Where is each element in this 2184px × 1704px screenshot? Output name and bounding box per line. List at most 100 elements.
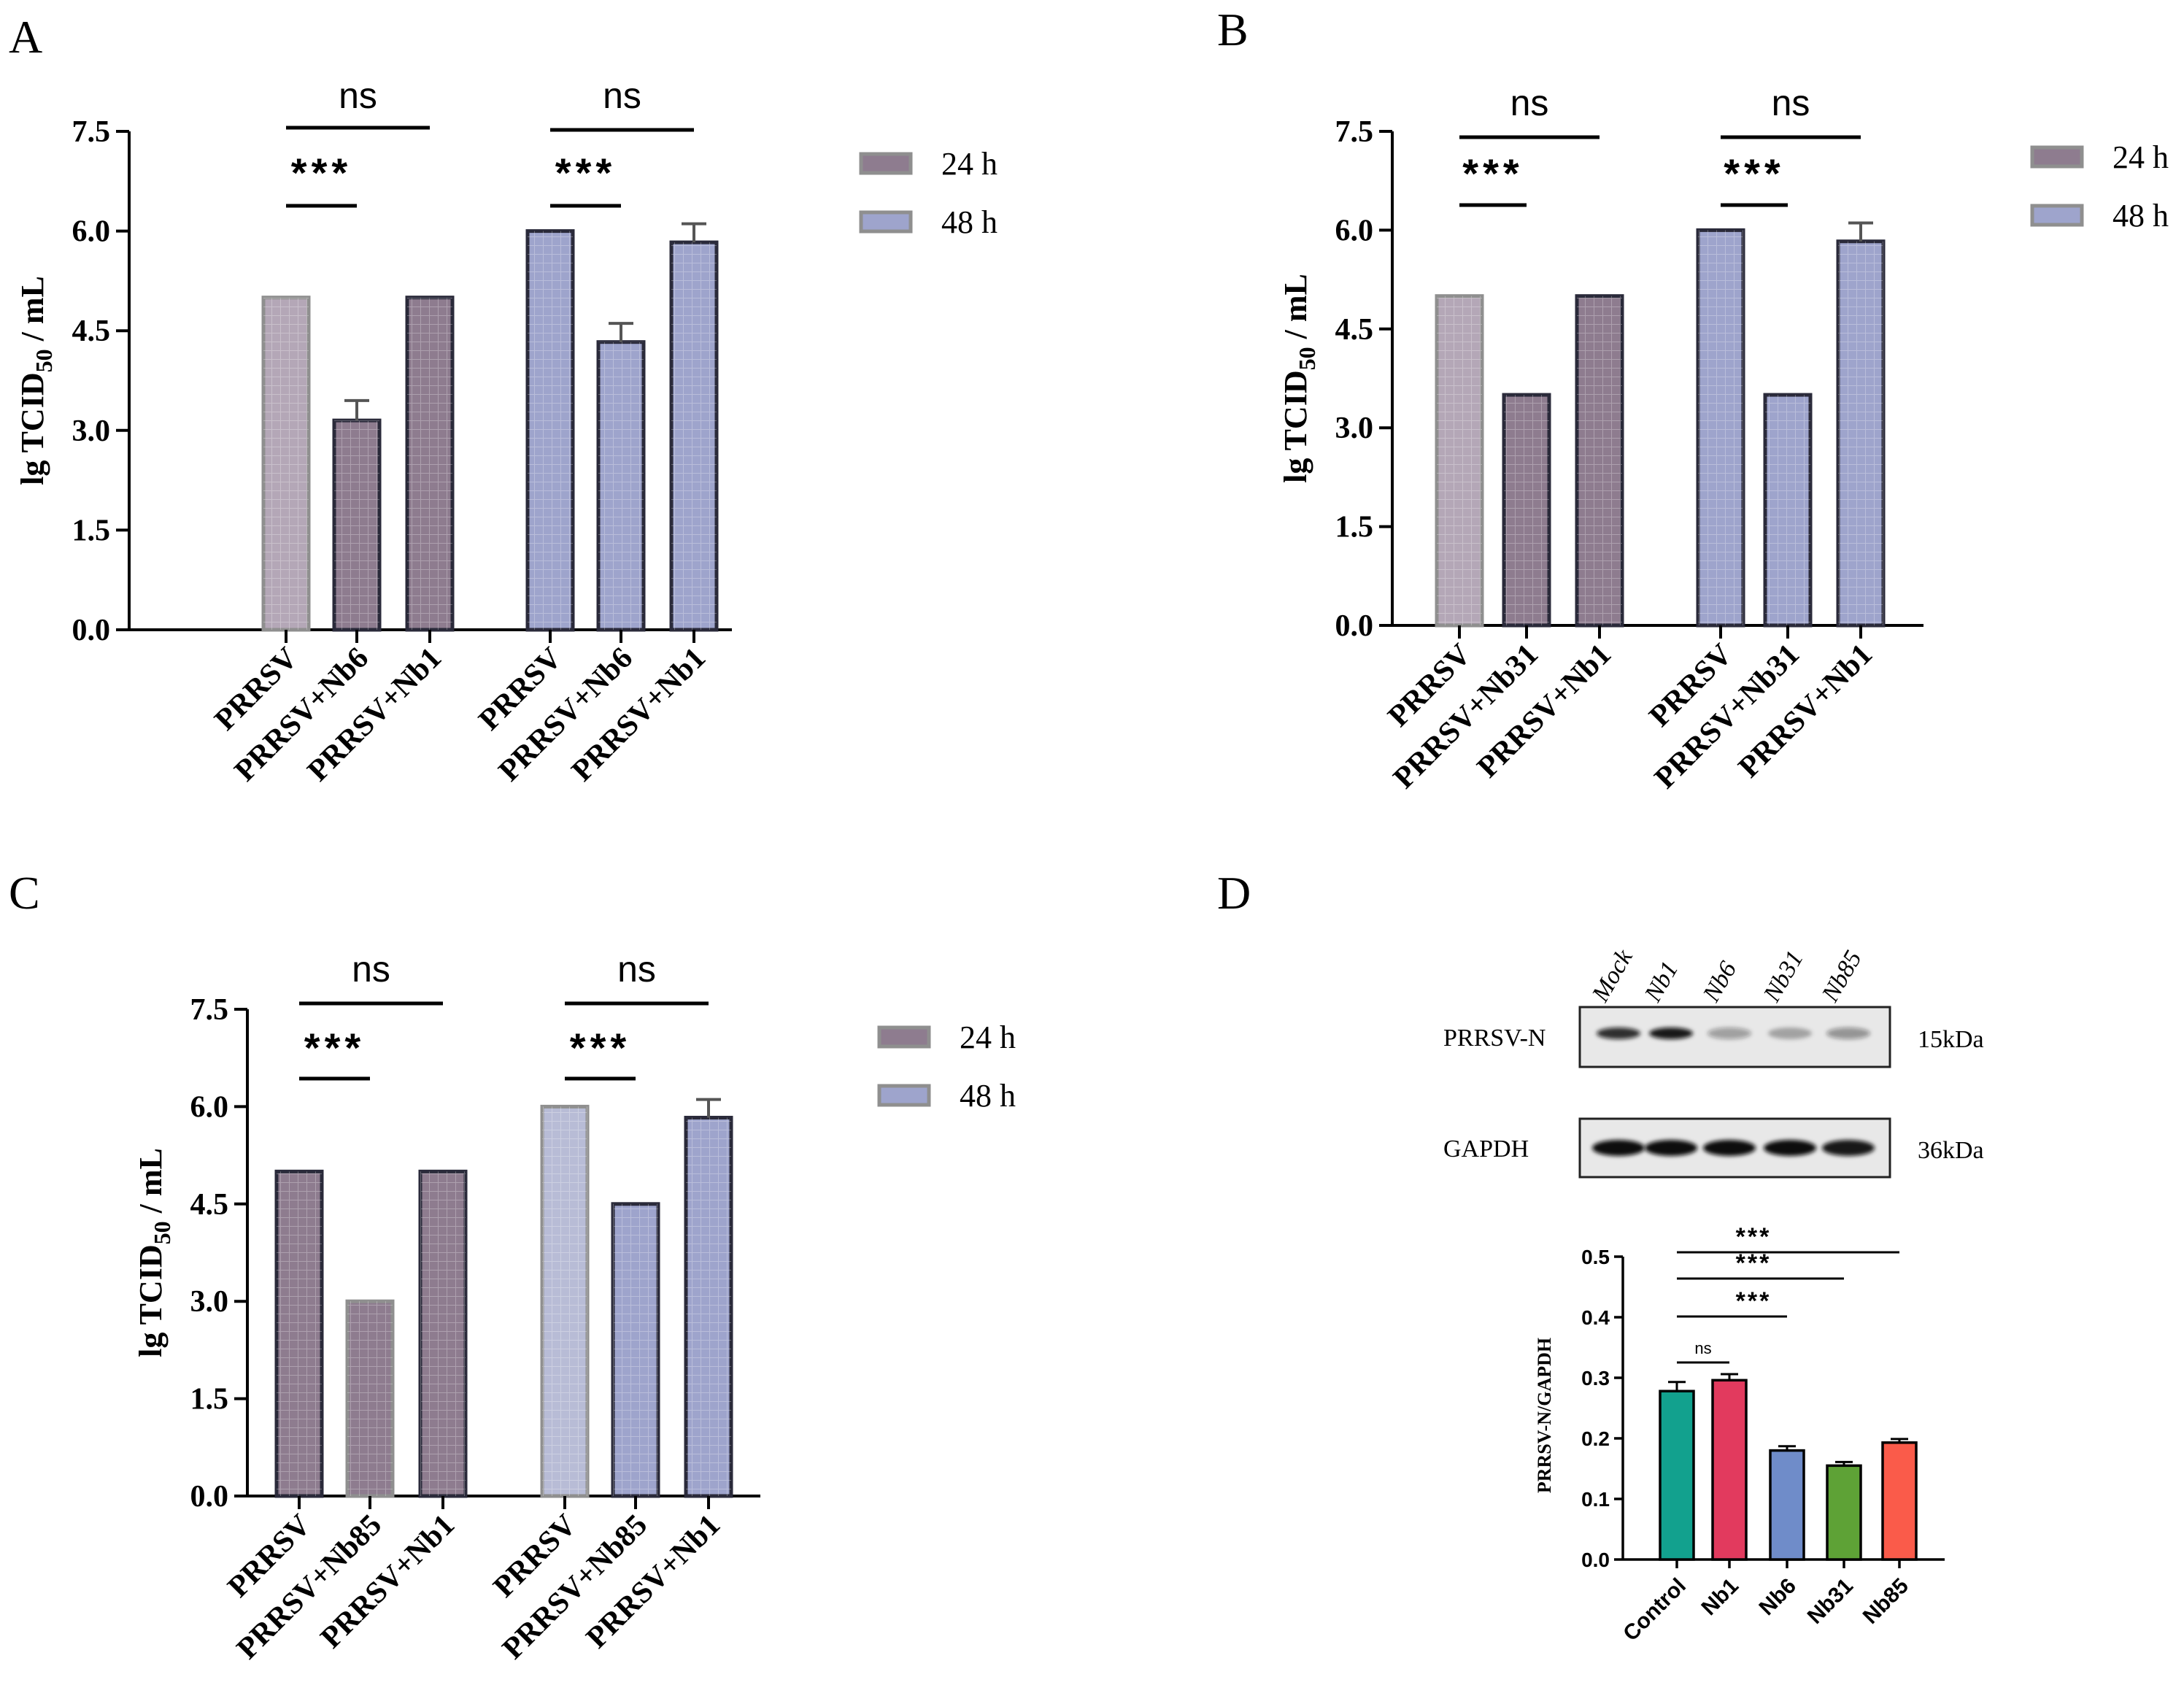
x-tick-label: Nb85 bbox=[1859, 1574, 1913, 1629]
panel-letter-b: B bbox=[1217, 4, 1249, 55]
legend-swatch-24h bbox=[2030, 145, 2084, 169]
significance-label-stars: *** bbox=[291, 150, 352, 196]
legend-label-24h: 24 h bbox=[941, 146, 998, 182]
blot-size-label: 36kDa bbox=[1918, 1137, 1984, 1164]
legend-swatch-48h bbox=[877, 1084, 931, 1107]
blot-lane-label: Mock bbox=[1586, 944, 1638, 1007]
bar-texture bbox=[1577, 296, 1622, 625]
y-axis-label-subscript: 50 bbox=[31, 349, 57, 372]
blot-lane-label: Nb6 bbox=[1697, 957, 1742, 1006]
y-tick-label: 0.1 bbox=[1581, 1488, 1610, 1511]
blot-band bbox=[1826, 1028, 1870, 1039]
blot-band bbox=[1764, 1140, 1816, 1156]
y-tick-label: 7.5 bbox=[1335, 115, 1374, 149]
y-axis-label-unit: / mL bbox=[1278, 274, 1313, 347]
y-axis-label-subscript: 50 bbox=[1294, 347, 1320, 370]
blot-lane-label: Nb1 bbox=[1639, 957, 1683, 1006]
y-tick-label: 7.5 bbox=[190, 993, 229, 1027]
significance-label-stars: *** bbox=[1736, 1223, 1772, 1251]
y-tick-label: 3.0 bbox=[72, 415, 111, 448]
bar-texture bbox=[1437, 296, 1482, 625]
y-tick-label: 0.0 bbox=[1581, 1549, 1610, 1571]
blot-band bbox=[1592, 1140, 1645, 1156]
bar-texture bbox=[542, 1106, 587, 1496]
bar bbox=[1659, 1389, 1695, 1561]
y-axis-label: PRRSV-N/GAPDH bbox=[1534, 1338, 1555, 1493]
x-tick-label: Control bbox=[1618, 1574, 1691, 1646]
blot-row-label: PRRSV-N bbox=[1443, 1025, 1546, 1052]
y-axis-label-subscript: 50 bbox=[149, 1221, 175, 1244]
significance-label-stars: *** bbox=[1736, 1287, 1772, 1315]
significance-label-ns: ns bbox=[1510, 82, 1549, 123]
y-tick-label: 1.5 bbox=[190, 1383, 229, 1416]
x-tick-label: Nb6 bbox=[1755, 1574, 1801, 1620]
legend-label-48h: 48 h bbox=[960, 1078, 1016, 1114]
y-tick-label: 0.0 bbox=[1335, 609, 1374, 643]
y-tick-label: 0.0 bbox=[72, 614, 111, 647]
y-tick-label: 4.5 bbox=[1335, 313, 1374, 347]
y-tick-label: 3.0 bbox=[1335, 412, 1374, 445]
bar bbox=[1769, 1449, 1805, 1561]
bar bbox=[1826, 1464, 1862, 1561]
bar bbox=[1711, 1379, 1748, 1561]
blot-band bbox=[1649, 1028, 1693, 1039]
y-axis-label-unit: / mL bbox=[133, 1148, 169, 1221]
legend-swatch-24h bbox=[859, 152, 913, 175]
bar-texture bbox=[334, 420, 379, 630]
blot-band bbox=[1645, 1140, 1697, 1156]
bar-texture bbox=[347, 1301, 393, 1496]
bar-texture bbox=[613, 1203, 658, 1496]
y-tick-label: 6.0 bbox=[72, 215, 111, 249]
significance-label-ns: ns bbox=[339, 75, 377, 116]
bar-texture bbox=[263, 297, 309, 630]
y-tick-label: 1.5 bbox=[72, 514, 111, 547]
significance-label-stars: *** bbox=[570, 1025, 630, 1071]
panel-letter-d: D bbox=[1217, 867, 1251, 919]
y-axis-label-unit: / mL bbox=[15, 276, 50, 349]
y-tick-label: 0.4 bbox=[1581, 1306, 1610, 1329]
panel-c-chart: 0.01.53.04.56.07.5lg TCID50 / mLPRRSVPRR… bbox=[133, 949, 1016, 1666]
legend-label-24h: 24 h bbox=[960, 1019, 1016, 1055]
significance-label-ns: ns bbox=[352, 949, 390, 990]
significance-label-stars: *** bbox=[1724, 150, 1784, 196]
bar bbox=[1881, 1441, 1918, 1561]
bar-texture bbox=[598, 342, 644, 630]
significance-label-stars: *** bbox=[1462, 150, 1523, 196]
y-tick-label: 6.0 bbox=[1335, 214, 1374, 247]
bar-texture bbox=[528, 231, 573, 631]
blot-band bbox=[1822, 1140, 1875, 1156]
legend-label-48h: 48 h bbox=[2112, 198, 2169, 234]
y-tick-label: 0.0 bbox=[190, 1480, 229, 1514]
y-axis-label: lg TCID50 / mL bbox=[1278, 274, 1320, 483]
y-tick-label: 4.5 bbox=[190, 1188, 229, 1222]
blot-band bbox=[1708, 1028, 1751, 1039]
significance-label-stars: *** bbox=[555, 150, 616, 196]
x-tick-label: Nb1 bbox=[1697, 1574, 1743, 1620]
y-axis-label-main: lg TCID bbox=[133, 1244, 169, 1357]
legend-label-48h: 48 h bbox=[941, 204, 998, 240]
bar-texture bbox=[686, 1117, 731, 1496]
y-tick-label: 7.5 bbox=[72, 115, 111, 149]
y-tick-label: 4.5 bbox=[72, 315, 111, 348]
bar-texture bbox=[1504, 395, 1549, 625]
bar-texture bbox=[277, 1171, 322, 1496]
panel-letter-a: A bbox=[9, 11, 42, 63]
significance-label-stars: *** bbox=[1736, 1249, 1772, 1277]
x-tick-label: Nb31 bbox=[1803, 1574, 1858, 1629]
y-tick-label: 0.5 bbox=[1581, 1246, 1610, 1268]
y-tick-label: 0.3 bbox=[1581, 1367, 1610, 1389]
y-axis-label-main: lg TCID bbox=[1278, 370, 1313, 482]
legend-swatch-48h bbox=[2030, 204, 2084, 227]
blot-band bbox=[1597, 1028, 1640, 1039]
panel-d-western-blot: Mock Nb1 Nb6 Nb31 Nb85 PRRSV-N 15kDa GAPDH 36kDa bbox=[1443, 944, 1984, 1179]
y-tick-label: 1.5 bbox=[1335, 511, 1374, 544]
blot-lane-label: Nb85 bbox=[1816, 947, 1867, 1007]
bar-texture bbox=[420, 1171, 466, 1496]
bar-texture bbox=[407, 297, 452, 630]
y-tick-label: 3.0 bbox=[190, 1285, 229, 1319]
blot-size-label: 15kDa bbox=[1918, 1026, 1984, 1053]
y-axis-label: lg TCID50 / mL bbox=[15, 276, 57, 485]
y-axis-label: lg TCID50 / mL bbox=[133, 1148, 175, 1357]
